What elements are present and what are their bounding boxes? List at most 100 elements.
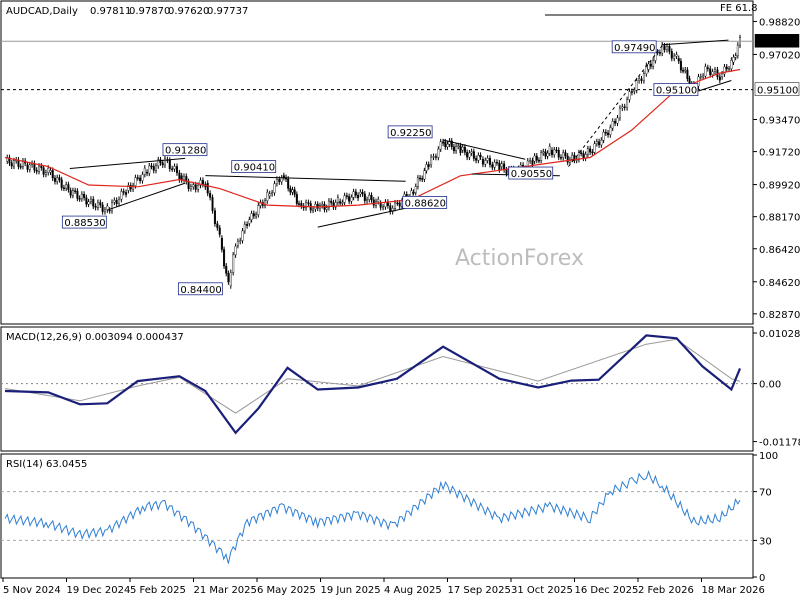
candle-body — [111, 202, 114, 211]
dashed-projection — [568, 45, 663, 167]
rsi-layer — [1, 470, 753, 564]
candle-body — [125, 192, 128, 195]
candle-body — [206, 182, 209, 194]
candle-body — [194, 184, 197, 190]
candle-body — [398, 202, 401, 207]
candle-body — [234, 246, 237, 256]
candle-body — [412, 192, 415, 194]
candle-body — [481, 159, 484, 165]
candle-body — [739, 37, 742, 46]
candle-body — [677, 58, 680, 62]
candle-body — [673, 55, 676, 59]
candle-body — [658, 52, 661, 54]
candle-body — [718, 76, 721, 81]
hline-tag-0: 0.95100 — [757, 86, 798, 97]
candle-body — [709, 68, 712, 75]
candle-body — [555, 149, 558, 152]
annotation-label-4: 0.88620 — [405, 198, 446, 209]
candle-body — [706, 67, 709, 69]
candle-body — [425, 164, 428, 171]
candle-body — [87, 201, 90, 205]
candle-body — [475, 158, 478, 161]
candle-body — [69, 190, 72, 196]
candle-body — [243, 224, 246, 232]
rsi-tick-label: 30 — [759, 536, 772, 547]
candle-body — [257, 205, 260, 215]
candle-body — [394, 202, 397, 209]
candle-body — [106, 205, 109, 211]
candle-body — [148, 165, 151, 174]
annotation-box-7 — [611, 40, 657, 54]
x-tick-label: 21 Mar 2025 — [194, 585, 257, 596]
annotation-box-8 — [653, 83, 699, 97]
candle-body — [295, 194, 298, 204]
candle-body — [293, 189, 296, 195]
candle-body — [341, 202, 344, 204]
candle-body — [35, 169, 38, 172]
macd-panel-frame — [0, 326, 754, 452]
candle-body — [732, 57, 735, 63]
candle-body — [444, 141, 447, 148]
price-tick-label: 0.86420 — [759, 245, 800, 256]
price-title: AUDCAD,Daily — [6, 6, 78, 17]
candle-body — [189, 186, 192, 189]
candle-body — [580, 152, 583, 154]
candle-body — [178, 172, 181, 181]
x-tick-label: 17 Sep 2025 — [448, 585, 511, 596]
hline-tag-1: 0.97737 — [757, 37, 798, 48]
candle-body — [80, 193, 83, 200]
candle-body — [533, 155, 536, 162]
candle-body — [728, 68, 731, 71]
candle-body — [586, 148, 589, 155]
candle-body — [721, 73, 724, 77]
candle-body — [141, 174, 144, 181]
candle-body — [396, 202, 399, 205]
x-tick-label: 19 Jun 2025 — [321, 585, 381, 596]
candle-body — [477, 155, 480, 161]
candle-body — [278, 179, 281, 183]
candle-body — [60, 179, 63, 188]
candle-body — [463, 146, 466, 153]
rsi-tick-label: 0 — [759, 573, 765, 584]
candle-body — [484, 160, 487, 165]
candle-body — [699, 76, 702, 78]
candle-body — [661, 44, 664, 54]
candle-body — [264, 200, 267, 206]
candle-body — [118, 199, 121, 204]
x-tick-label: 4 Aug 2025 — [384, 585, 442, 596]
candle-body — [495, 162, 498, 164]
candle-body — [711, 71, 714, 75]
macd-tick-label: 0.010286 — [759, 329, 800, 340]
candle-body — [83, 193, 86, 198]
candle-body — [67, 184, 70, 190]
candle-body — [562, 152, 565, 158]
annotation-box-5 — [387, 125, 433, 139]
candle-body — [571, 154, 574, 160]
candle-body — [430, 156, 433, 165]
candle-body — [225, 265, 228, 274]
candle-body — [227, 273, 230, 283]
candle-body — [201, 180, 204, 185]
candle-body — [127, 185, 130, 191]
candle-body — [498, 162, 501, 171]
candle-body — [173, 166, 176, 170]
candle-body — [49, 170, 52, 173]
candle-body — [582, 153, 585, 159]
candle-body — [268, 193, 271, 197]
candle-body — [361, 191, 364, 195]
candle-body — [439, 141, 442, 150]
candle-body — [115, 200, 118, 204]
candle-body — [542, 151, 545, 154]
candle-body — [500, 163, 503, 167]
candle-body — [472, 151, 475, 159]
candle-body — [679, 60, 682, 71]
price-tick-label: 0.89920 — [759, 181, 800, 192]
candle-body — [354, 191, 357, 196]
candle-body — [250, 213, 253, 220]
candle-body — [266, 191, 269, 202]
candle-body — [252, 213, 255, 217]
candle-body — [505, 169, 508, 174]
candle-body — [350, 197, 353, 202]
candle-body — [684, 69, 687, 72]
